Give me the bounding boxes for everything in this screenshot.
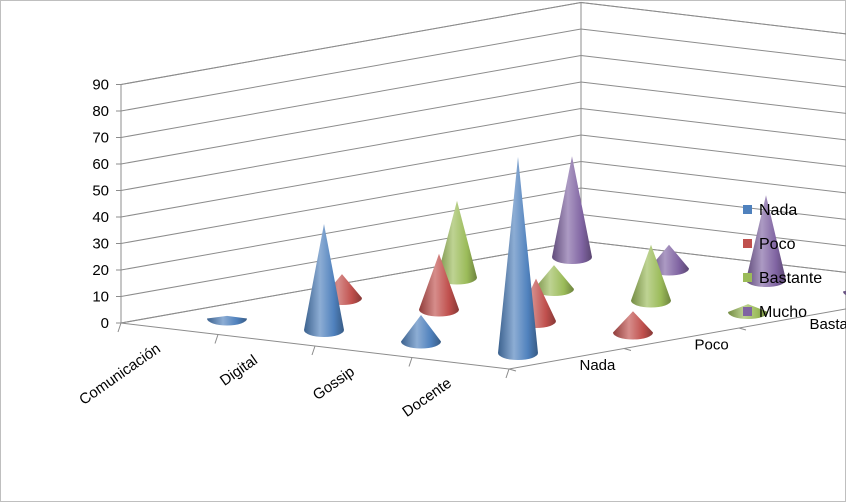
x-tick-label-digital: Digital (217, 352, 261, 390)
legend-label: Bastante (759, 270, 822, 287)
gridline (121, 109, 846, 191)
x-tick-mark (312, 346, 315, 355)
gridline (121, 188, 846, 270)
y-tick-label: 70 (92, 130, 109, 147)
cone-nada-docente (498, 157, 538, 360)
cone-body (207, 316, 247, 326)
legend-label: Poco (759, 236, 796, 253)
x-tick-mark (215, 335, 218, 344)
cone-nada-gossip (401, 315, 441, 349)
depth-tick-mark (739, 328, 746, 330)
x-tick-mark (409, 358, 412, 367)
x-axis-ticks: Comunicación Digital Gossip Docente (76, 323, 509, 421)
cone-body (613, 311, 653, 339)
gridline (121, 215, 846, 297)
cone-mucho-comunicacion (552, 156, 592, 264)
x-tick-label-gossip: Gossip (310, 363, 358, 404)
legend-swatch (743, 273, 752, 282)
gridline (121, 162, 846, 244)
cone-poco-docente (613, 311, 653, 339)
gridlines (121, 3, 846, 297)
y-tick-label: 0 (101, 315, 109, 332)
depth-tick-label-nada: Nada (580, 357, 617, 374)
legend-label: Mucho (759, 304, 807, 321)
floor (121, 241, 846, 369)
depth-tick-mark (509, 369, 516, 371)
cone-nada-comunicacion (207, 316, 247, 326)
legend-item-poco: Poco (743, 236, 796, 253)
y-tick-label: 40 (92, 209, 109, 226)
y-tick-label: 60 (92, 156, 109, 173)
x-tick-label-comunicacion: Comunicación (76, 340, 164, 408)
legend-swatch (743, 205, 752, 214)
x-tick-mark (506, 369, 509, 378)
cone-body (498, 157, 538, 360)
gridline (121, 29, 846, 111)
legend-item-nada: Nada (743, 202, 797, 219)
gridline (121, 56, 846, 138)
legend-swatch (743, 239, 752, 248)
cone-body (552, 156, 592, 264)
depth-tick-mark (624, 349, 631, 351)
y-tick-label: 30 (92, 236, 109, 253)
y-tick-label: 90 (92, 77, 109, 94)
x-tick-label-docente: Docente (399, 375, 455, 421)
depth-tick-label-bastante: Bastante (810, 316, 846, 333)
gridline (121, 135, 846, 217)
gridline (121, 3, 846, 85)
legend-label: Nada (759, 202, 797, 219)
y-tick-label: 20 (92, 262, 109, 279)
x-tick-mark (118, 323, 121, 332)
y-tick-label: 10 (92, 289, 109, 306)
y-tick-label: 50 (92, 183, 109, 200)
legend-swatch (743, 307, 752, 316)
cone-series (207, 156, 846, 360)
cone-body (401, 315, 441, 349)
gridline (121, 82, 846, 164)
depth-tick-label-poco: Poco (695, 336, 729, 353)
y-tick-label: 80 (92, 103, 109, 120)
y-axis-ticks: 0 10 20 30 40 50 60 70 80 90 (92, 77, 121, 333)
